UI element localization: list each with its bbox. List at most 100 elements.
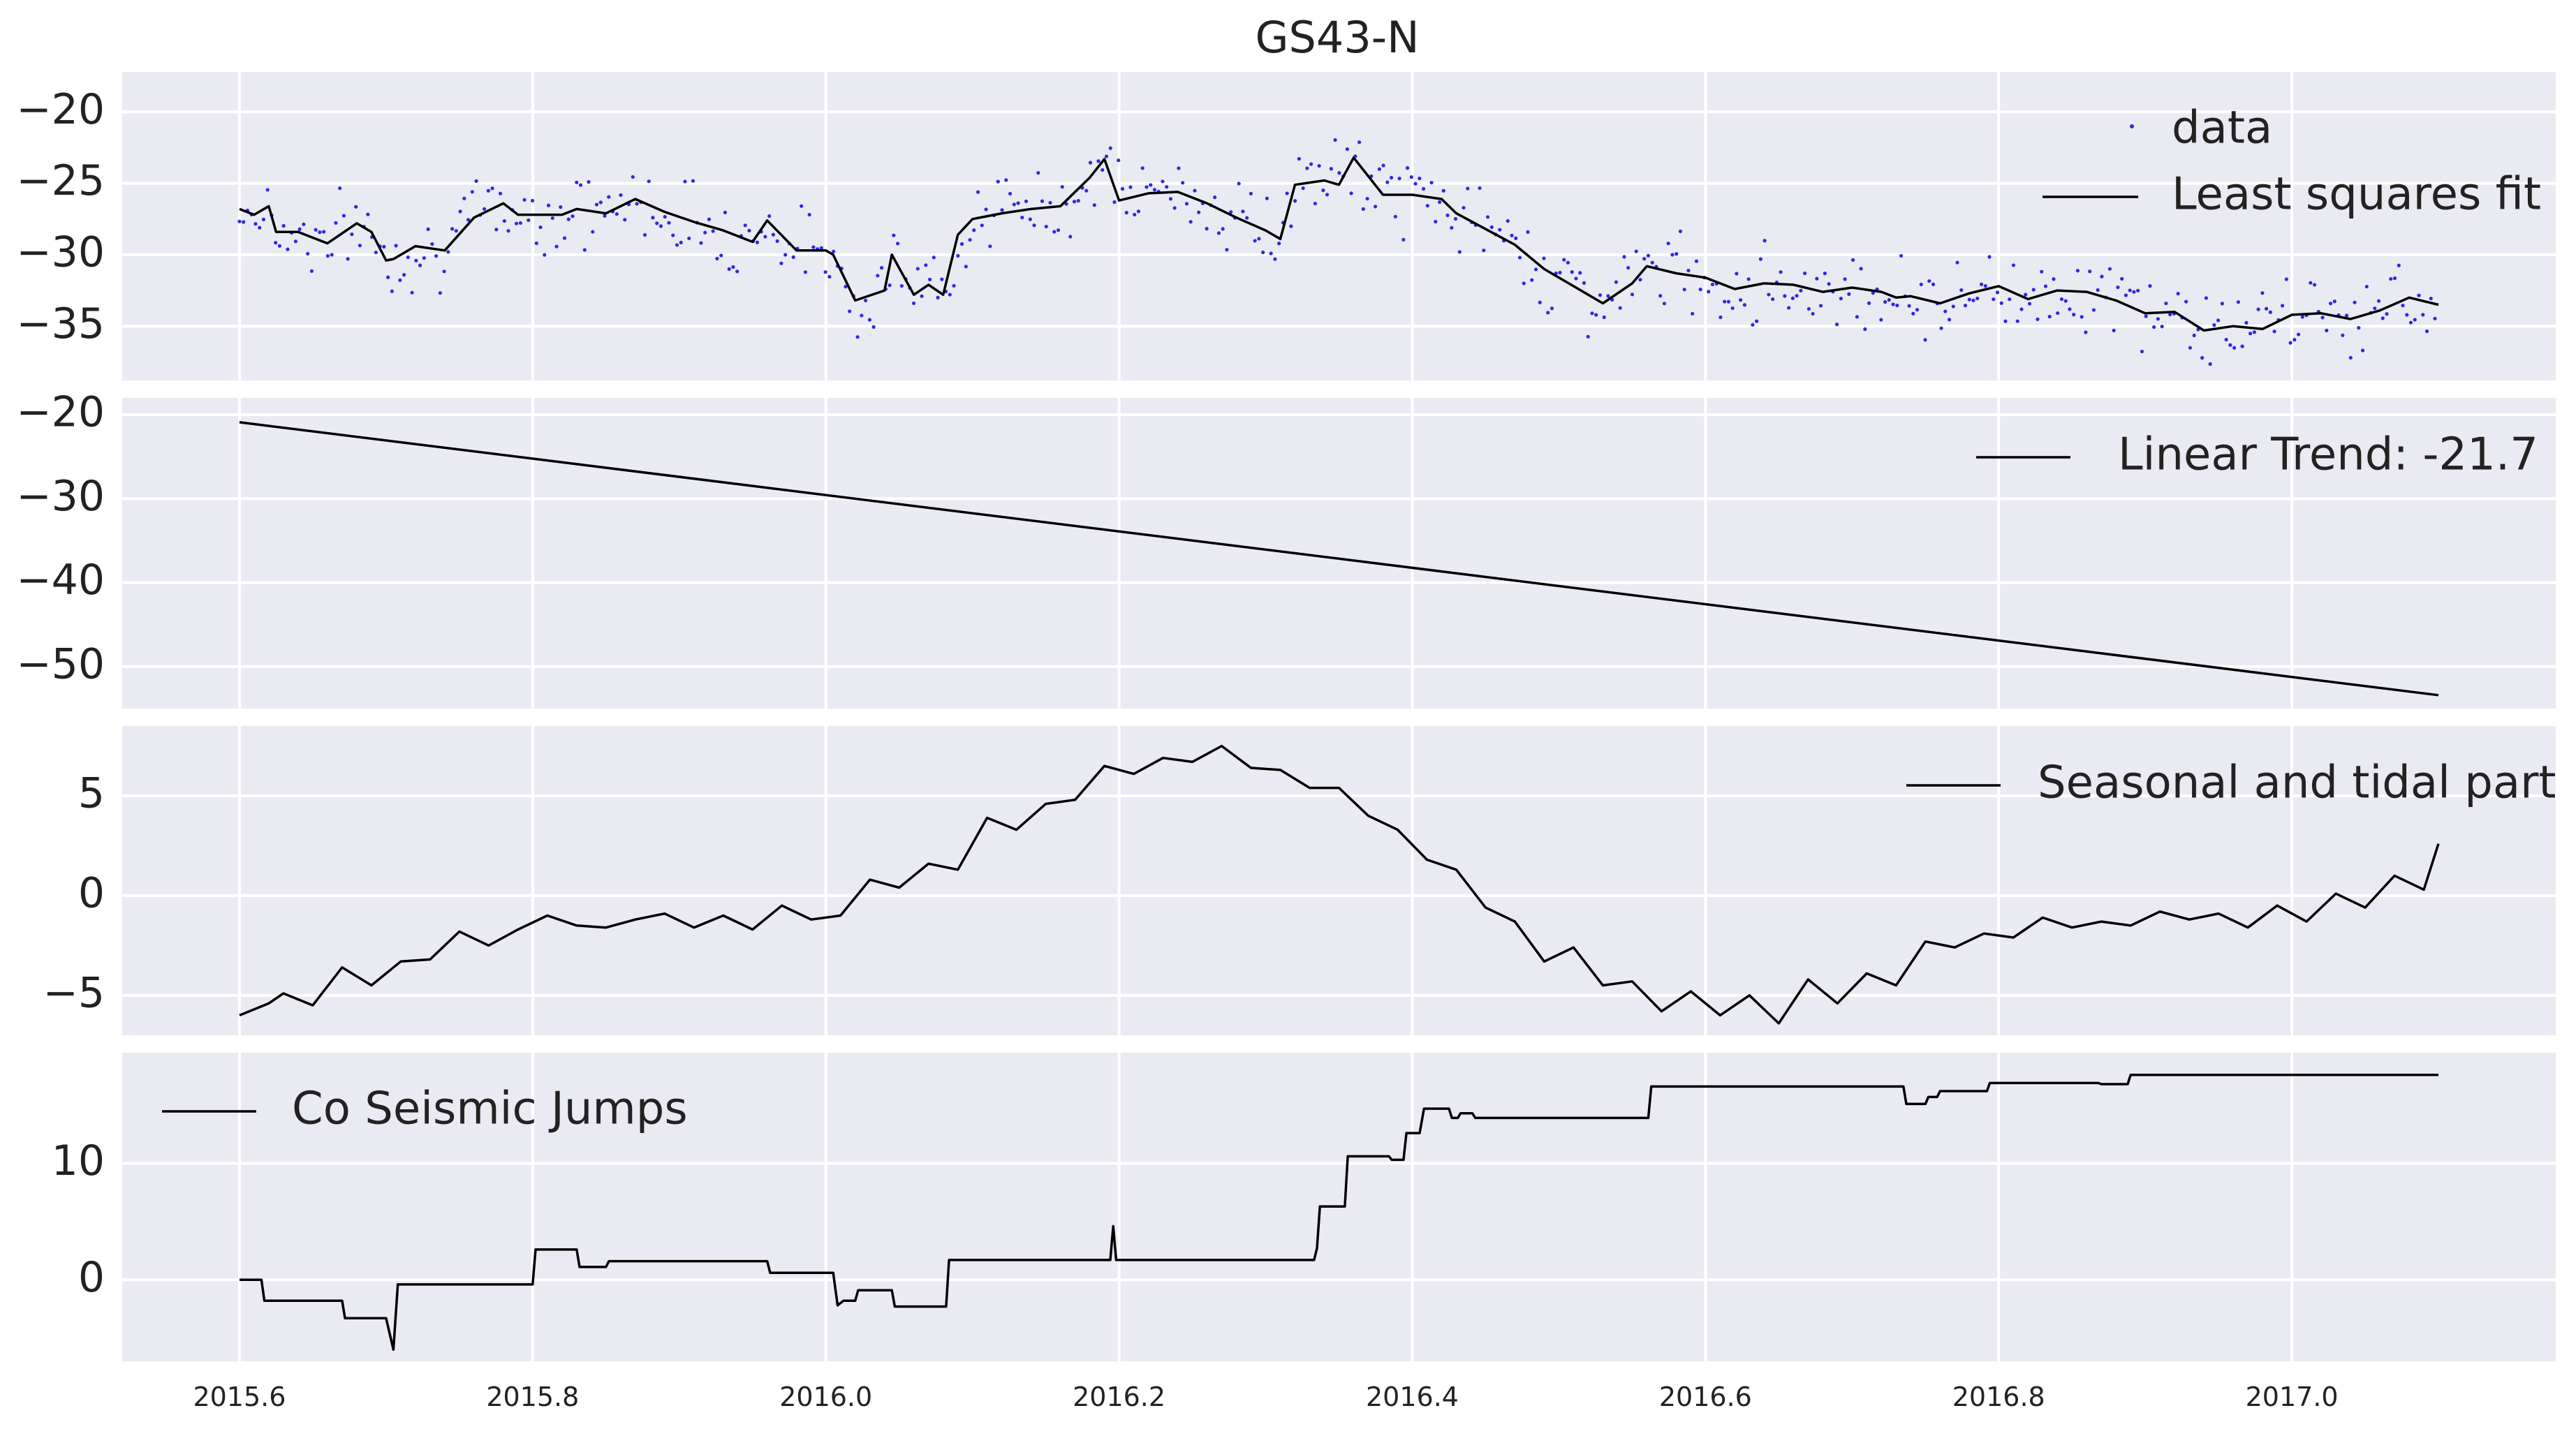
data-point bbox=[1642, 257, 1647, 261]
data-point bbox=[1678, 229, 1683, 234]
x-tick-label: 2016.8 bbox=[1952, 1382, 2045, 1412]
legend-marker bbox=[2130, 124, 2134, 128]
data-point bbox=[1911, 311, 1915, 316]
data-point bbox=[892, 233, 896, 237]
data-point bbox=[237, 219, 242, 223]
data-point bbox=[1526, 230, 1530, 234]
data-point bbox=[2332, 299, 2336, 304]
data-point bbox=[466, 218, 471, 222]
data-point bbox=[1241, 209, 1245, 214]
data-point bbox=[530, 198, 535, 203]
x-tick-label: 2016.6 bbox=[1659, 1382, 1752, 1412]
data-point bbox=[1566, 260, 1570, 265]
data-point bbox=[2216, 318, 2221, 323]
data-point bbox=[2429, 296, 2433, 301]
data-point bbox=[562, 236, 567, 240]
data-point bbox=[482, 207, 487, 211]
data-point bbox=[703, 230, 707, 235]
data-point bbox=[418, 263, 422, 267]
data-point bbox=[1614, 280, 1619, 284]
data-point bbox=[924, 263, 928, 267]
plot-area bbox=[122, 398, 2556, 709]
data-point bbox=[876, 274, 880, 278]
data-point bbox=[1165, 185, 1169, 189]
data-point bbox=[755, 240, 760, 244]
data-point bbox=[1004, 178, 1008, 182]
data-point bbox=[1907, 304, 1911, 308]
data-point bbox=[2080, 315, 2084, 319]
data-point bbox=[314, 228, 318, 232]
data-point bbox=[2068, 307, 2072, 311]
data-point bbox=[334, 221, 338, 225]
data-point bbox=[1418, 176, 1422, 181]
data-point bbox=[297, 227, 302, 231]
x-tick-label: 2015.8 bbox=[486, 1382, 579, 1412]
data-point bbox=[1377, 167, 1381, 171]
data-point bbox=[341, 214, 346, 218]
data-point bbox=[1586, 334, 1590, 339]
data-point bbox=[2256, 307, 2260, 311]
data-point bbox=[1048, 200, 1052, 205]
data-point bbox=[474, 179, 478, 183]
data-point bbox=[1032, 223, 1036, 228]
data-point bbox=[1899, 253, 1904, 258]
data-point bbox=[486, 188, 490, 193]
data-point bbox=[462, 196, 466, 200]
data-point bbox=[691, 179, 695, 183]
data-point bbox=[2265, 306, 2269, 311]
data-point bbox=[566, 217, 571, 221]
data-point bbox=[855, 335, 860, 339]
data-point bbox=[538, 225, 543, 230]
data-point bbox=[1437, 200, 1442, 205]
data-point bbox=[671, 233, 675, 237]
panel-linear-trend: −20 −30 −40 −50 Linear Trend: -21.7 bbox=[16, 388, 2556, 709]
data-point bbox=[2397, 263, 2401, 267]
data-point bbox=[2341, 333, 2345, 337]
data-point bbox=[1850, 258, 1855, 262]
data-point bbox=[2043, 284, 2048, 288]
data-point bbox=[554, 244, 559, 249]
data-point bbox=[1381, 163, 1385, 168]
data-point bbox=[527, 218, 531, 223]
y-tick-label: −40 bbox=[16, 556, 105, 605]
data-point bbox=[514, 221, 519, 225]
data-point bbox=[2204, 296, 2208, 300]
data-point bbox=[1533, 267, 1538, 272]
data-point bbox=[1289, 224, 1293, 228]
data-point bbox=[775, 239, 779, 244]
legend: Seasonal and tidal part bbox=[1906, 757, 2556, 809]
data-point bbox=[707, 217, 712, 221]
data-point bbox=[1562, 258, 1566, 262]
data-point bbox=[1847, 292, 1851, 296]
data-point bbox=[1313, 201, 1317, 206]
data-point bbox=[1887, 298, 1891, 302]
data-point bbox=[446, 250, 450, 254]
data-point bbox=[1389, 175, 1394, 180]
data-point bbox=[2260, 291, 2265, 295]
data-point bbox=[1751, 323, 1755, 327]
data-point bbox=[895, 242, 900, 246]
data-point bbox=[2360, 348, 2365, 353]
data-point bbox=[587, 180, 591, 184]
data-point bbox=[2296, 332, 2301, 336]
data-point bbox=[972, 228, 976, 232]
data-point bbox=[1779, 270, 1783, 274]
data-point bbox=[2116, 285, 2120, 290]
data-point bbox=[306, 251, 310, 256]
data-point bbox=[1462, 205, 1466, 210]
data-point bbox=[867, 318, 871, 322]
data-point bbox=[1450, 225, 1454, 230]
data-point bbox=[1827, 282, 1831, 286]
x-tick-label: 2016.0 bbox=[779, 1382, 872, 1412]
data-point bbox=[2008, 297, 2012, 302]
data-point bbox=[2348, 355, 2353, 360]
data-point bbox=[811, 245, 816, 249]
x-tick-label: 2016.4 bbox=[1366, 1382, 1459, 1412]
data-point bbox=[1650, 260, 1654, 265]
data-point bbox=[1482, 249, 1486, 253]
data-point bbox=[723, 210, 728, 214]
data-point bbox=[1755, 319, 1759, 323]
data-point bbox=[1675, 252, 1679, 256]
data-point bbox=[1806, 306, 1811, 311]
